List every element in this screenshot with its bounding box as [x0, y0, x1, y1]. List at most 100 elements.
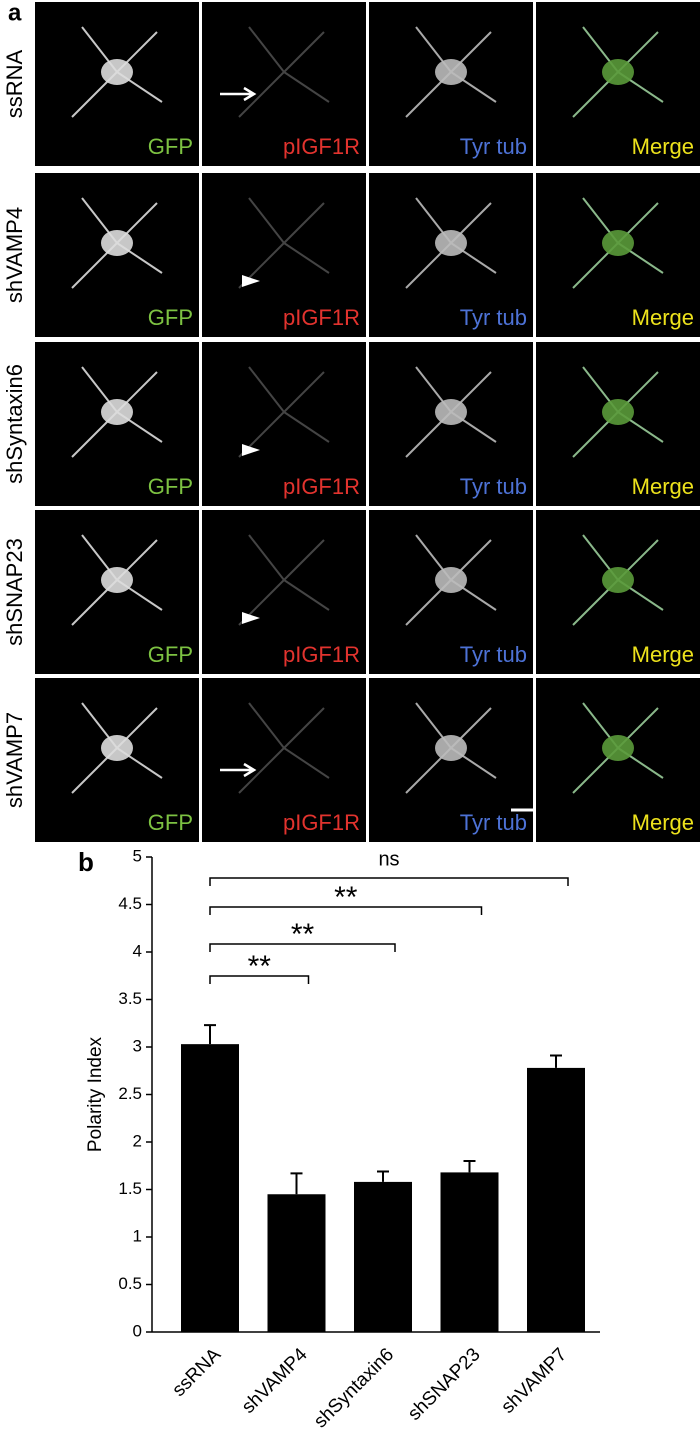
soma — [602, 567, 634, 593]
cell-shape — [238, 534, 330, 626]
soma — [435, 567, 467, 593]
y-tick-label: 5 — [133, 846, 142, 865]
neurite — [238, 366, 330, 458]
error-bar — [377, 1170, 389, 1182]
channel-label: pIGF1R — [283, 134, 360, 159]
neurite — [405, 197, 497, 289]
arrowhead — [242, 444, 260, 456]
neurite — [572, 197, 664, 289]
y-tick-label: 2 — [133, 1131, 142, 1150]
soma — [101, 399, 133, 425]
channel-label: Merge — [632, 305, 694, 330]
channel-label: GFP — [148, 134, 193, 159]
arrowhead — [242, 275, 260, 287]
soma — [435, 399, 467, 425]
neurite — [238, 702, 330, 794]
channel-label: Tyr tub — [460, 642, 527, 667]
significance-bracket — [209, 877, 569, 886]
neurite — [71, 534, 163, 626]
cell-shape — [238, 197, 330, 289]
neurite — [71, 702, 163, 794]
cell-shape — [71, 26, 163, 118]
soma — [602, 399, 634, 425]
panel-label: b — [78, 847, 94, 877]
significance-label: ** — [291, 918, 315, 951]
cell-shape — [572, 702, 664, 794]
channel-label: pIGF1R — [283, 305, 360, 330]
significance-label: ** — [334, 881, 358, 914]
bar — [440, 1172, 499, 1332]
neurite — [238, 197, 330, 289]
arrow — [220, 86, 257, 102]
micrograph — [202, 2, 366, 166]
error-bar — [290, 1172, 303, 1195]
bar — [527, 1067, 585, 1332]
soma — [602, 230, 634, 256]
soma — [435, 735, 467, 761]
channel-label: Tyr tub — [460, 474, 527, 499]
cell-shape — [238, 702, 330, 794]
soma — [101, 567, 133, 593]
error-bar — [550, 1054, 562, 1068]
channel-label: GFP — [148, 474, 193, 499]
arrowhead — [242, 612, 260, 624]
channel-label: pIGF1R — [283, 810, 360, 835]
neurite — [572, 534, 664, 626]
neurite — [71, 197, 163, 289]
y-tick-label: 3.5 — [118, 989, 142, 1008]
y-tick-label: 0.5 — [118, 1274, 142, 1293]
row-label: shVAMP7 — [2, 712, 27, 808]
channel-label: Tyr tub — [460, 305, 527, 330]
cell-shape — [71, 534, 163, 626]
neurite — [572, 702, 664, 794]
micrograph — [202, 173, 366, 337]
cell-shape — [405, 534, 497, 626]
micrograph — [202, 678, 366, 842]
cell-shape — [71, 197, 163, 289]
significance-bracket — [209, 943, 396, 952]
bar — [354, 1181, 412, 1332]
channel-label: Merge — [632, 642, 694, 667]
neurite — [572, 26, 664, 118]
channel-label: GFP — [148, 810, 193, 835]
y-tick-label: 1.5 — [118, 1179, 142, 1198]
cell-shape — [405, 26, 497, 118]
significance-label: ns — [378, 848, 399, 870]
neurite — [238, 26, 330, 118]
neurite — [405, 534, 497, 626]
soma — [602, 59, 634, 85]
cell-shape — [71, 702, 163, 794]
y-tick-label: 3 — [133, 1036, 142, 1055]
row-label: shSyntaxin6 — [2, 364, 27, 484]
significance-bracket — [209, 906, 483, 915]
bar — [267, 1194, 326, 1332]
significance-bracket — [209, 975, 310, 984]
channel-label: pIGF1R — [283, 474, 360, 499]
soma — [101, 735, 133, 761]
neurite — [71, 366, 163, 458]
channel-label: Tyr tub — [460, 134, 527, 159]
cell-shape — [572, 534, 664, 626]
y-axis-title: Polarity Index — [85, 1036, 106, 1152]
soma — [101, 59, 133, 85]
channel-label: Merge — [632, 134, 694, 159]
micrograph — [202, 510, 366, 674]
channel-label: pIGF1R — [283, 642, 360, 667]
arrow — [220, 762, 257, 778]
y-tick-label: 2.5 — [118, 1084, 142, 1103]
cell-shape — [71, 366, 163, 458]
row-label: shVAMP4 — [2, 207, 27, 303]
soma — [101, 230, 133, 256]
channel-label: GFP — [148, 305, 193, 330]
cell-shape — [238, 366, 330, 458]
error-bar — [463, 1160, 476, 1173]
channel-label: Tyr tub — [460, 810, 527, 835]
micrograph — [202, 342, 366, 506]
panel-label: a — [8, 0, 22, 26]
significance-label: ** — [248, 950, 272, 983]
neurite — [405, 702, 497, 794]
channel-label: Merge — [632, 474, 694, 499]
soma — [602, 735, 634, 761]
